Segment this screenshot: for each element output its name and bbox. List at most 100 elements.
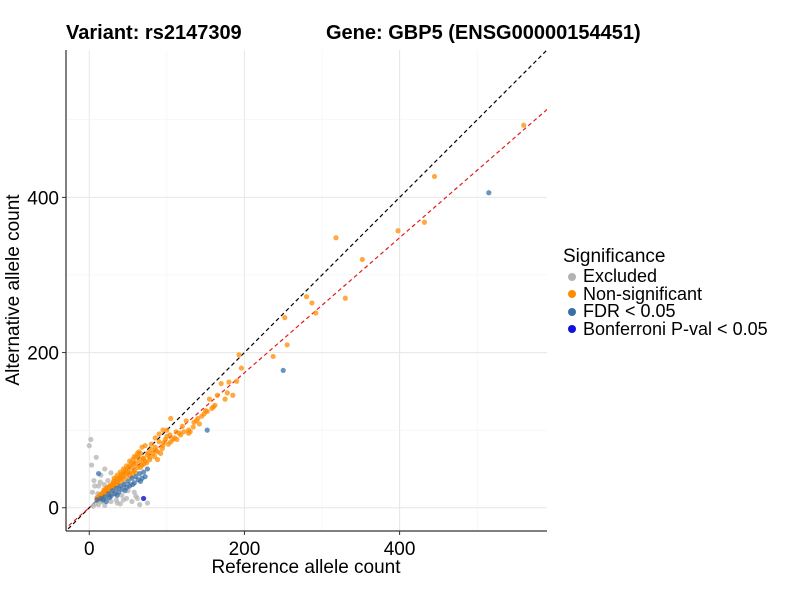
data-point <box>111 475 117 481</box>
x-tick-label: 0 <box>84 539 95 560</box>
legend-label: Non-significant <box>583 283 703 304</box>
data-point <box>282 315 288 321</box>
data-point <box>130 481 136 488</box>
data-point <box>224 390 230 396</box>
data-point <box>181 429 187 435</box>
legend-label: FDR < 0.05 <box>583 301 676 321</box>
legend-marker <box>568 307 576 316</box>
legend-label: Bonferroni P-val < 0.05 <box>583 318 768 339</box>
y-tick-label: 0 <box>48 499 59 520</box>
data-point <box>158 450 164 457</box>
data-point <box>114 492 120 498</box>
data-point <box>431 173 438 180</box>
axes <box>65 50 547 532</box>
legend-label: Excluded <box>583 266 658 286</box>
tick-labels: 0 200 400 0 200 400 <box>27 188 415 560</box>
data-point <box>92 483 98 489</box>
data-point <box>214 392 220 398</box>
data-point <box>95 470 102 477</box>
data-point <box>86 443 92 449</box>
data-point <box>236 352 242 358</box>
data-point <box>421 219 428 225</box>
data-point <box>284 342 290 348</box>
data-point <box>313 310 319 316</box>
data-point <box>270 353 276 360</box>
data-point <box>395 228 401 234</box>
chart-title-variant: Variant: rs2147309 <box>66 22 242 44</box>
legend-marker <box>568 325 576 334</box>
data-point <box>161 439 167 446</box>
data-point <box>204 427 210 433</box>
data-point <box>97 479 103 485</box>
data-point <box>88 436 94 443</box>
data-point <box>193 418 199 424</box>
data-point <box>123 463 130 469</box>
data-point <box>309 300 315 306</box>
data-point <box>148 441 154 447</box>
reference-lines <box>66 50 547 531</box>
data-point <box>89 462 95 468</box>
data-point <box>113 485 120 491</box>
data-point <box>199 413 205 419</box>
reference-line <box>66 108 547 529</box>
x-tick-label: 200 <box>229 539 261 560</box>
data-point <box>174 436 180 443</box>
data-point <box>144 500 151 506</box>
y-tick-label: 400 <box>27 188 59 209</box>
data-points <box>86 122 527 509</box>
data-point <box>303 294 310 300</box>
data-point <box>122 488 128 494</box>
data-point <box>156 439 162 445</box>
chart-title-gene: Gene: GBP5 (ENSG00000154451) <box>326 22 641 44</box>
data-point <box>91 477 97 484</box>
data-point <box>152 435 158 441</box>
legend-item: Excluded <box>563 266 768 286</box>
data-point <box>100 497 106 503</box>
data-point <box>342 295 348 301</box>
data-point <box>144 466 151 472</box>
legend: Significance Excluded Non-significant FDR … <box>563 246 768 338</box>
data-point <box>127 458 133 464</box>
data-point <box>218 380 224 387</box>
legend-item: FDR < 0.05 <box>563 301 768 321</box>
grid-lines <box>66 50 547 531</box>
data-point <box>234 378 240 384</box>
data-point <box>93 454 99 460</box>
data-point <box>179 423 185 429</box>
data-point <box>114 500 120 506</box>
y-tick-label: 200 <box>27 344 59 365</box>
data-point <box>206 396 213 402</box>
data-point <box>185 430 192 436</box>
x-axis-label: Reference allele count <box>211 557 401 578</box>
data-point <box>222 396 228 402</box>
data-point <box>167 432 173 438</box>
data-point <box>131 489 137 495</box>
legend-item: Bonferroni P-val < 0.05 <box>563 318 768 339</box>
data-point <box>139 444 145 450</box>
data-point <box>153 447 159 453</box>
data-point <box>160 427 166 433</box>
data-point <box>486 190 492 196</box>
y-axis-label: Alternative allele count <box>3 194 24 386</box>
legend-item: Non-significant <box>563 283 768 304</box>
data-point <box>521 122 527 128</box>
data-point <box>168 415 174 422</box>
legend-items: Excluded Non-significant FDR < 0.05 Bonferr… <box>563 266 768 339</box>
reference-line <box>66 50 547 531</box>
data-point <box>134 450 140 457</box>
data-point <box>102 466 108 472</box>
data-point <box>190 424 196 430</box>
data-point <box>359 256 365 263</box>
data-point <box>226 379 232 385</box>
legend-title: Significance <box>563 246 666 267</box>
data-point <box>140 456 146 462</box>
data-point <box>89 489 95 495</box>
data-point <box>140 461 147 467</box>
data-point <box>165 441 172 447</box>
data-point <box>333 235 339 241</box>
legend-marker <box>568 290 576 299</box>
data-point <box>156 431 162 437</box>
data-point <box>137 478 144 484</box>
legend-marker <box>568 272 576 281</box>
